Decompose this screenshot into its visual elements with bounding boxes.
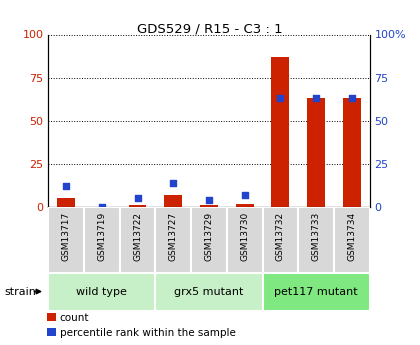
Point [312, 96, 319, 101]
Point [63, 184, 70, 189]
Bar [155, 207, 191, 273]
Point [98, 204, 105, 210]
Bar [262, 273, 370, 310]
Bar [343, 98, 361, 207]
Point [241, 192, 248, 198]
Bar [48, 273, 155, 310]
Bar [129, 205, 147, 207]
Bar [155, 273, 262, 310]
Bar [84, 207, 120, 273]
Text: GSM13719: GSM13719 [97, 212, 106, 262]
Bar [298, 207, 334, 273]
Legend: count, percentile rank within the sample: count, percentile rank within the sample [47, 313, 236, 338]
Bar [271, 57, 289, 207]
Text: GSM13729: GSM13729 [205, 212, 213, 262]
Text: GSM13733: GSM13733 [312, 212, 320, 262]
Text: GSM13732: GSM13732 [276, 212, 285, 262]
Bar [262, 207, 298, 273]
Bar [191, 207, 227, 273]
Text: grx5 mutant: grx5 mutant [174, 287, 244, 296]
Text: pet117 mutant: pet117 mutant [274, 287, 358, 296]
Point [277, 96, 284, 101]
Text: GSM13727: GSM13727 [169, 212, 178, 262]
Text: GDS529 / R15 - C3 : 1: GDS529 / R15 - C3 : 1 [137, 22, 283, 36]
Text: GSM13722: GSM13722 [133, 212, 142, 261]
Text: wild type: wild type [76, 287, 127, 296]
Bar [334, 207, 370, 273]
Text: strain: strain [4, 287, 36, 296]
Bar [164, 195, 182, 207]
Text: GSM13717: GSM13717 [62, 212, 71, 262]
Bar [57, 198, 75, 207]
Bar [200, 205, 218, 207]
Bar [307, 98, 325, 207]
Point [170, 180, 177, 186]
Text: GSM13734: GSM13734 [347, 212, 356, 262]
Point [206, 197, 212, 203]
Text: GSM13730: GSM13730 [240, 212, 249, 262]
Point [349, 96, 355, 101]
Bar [236, 204, 254, 207]
Point [134, 196, 141, 201]
Bar [227, 207, 262, 273]
Bar [120, 207, 155, 273]
Bar [48, 207, 84, 273]
